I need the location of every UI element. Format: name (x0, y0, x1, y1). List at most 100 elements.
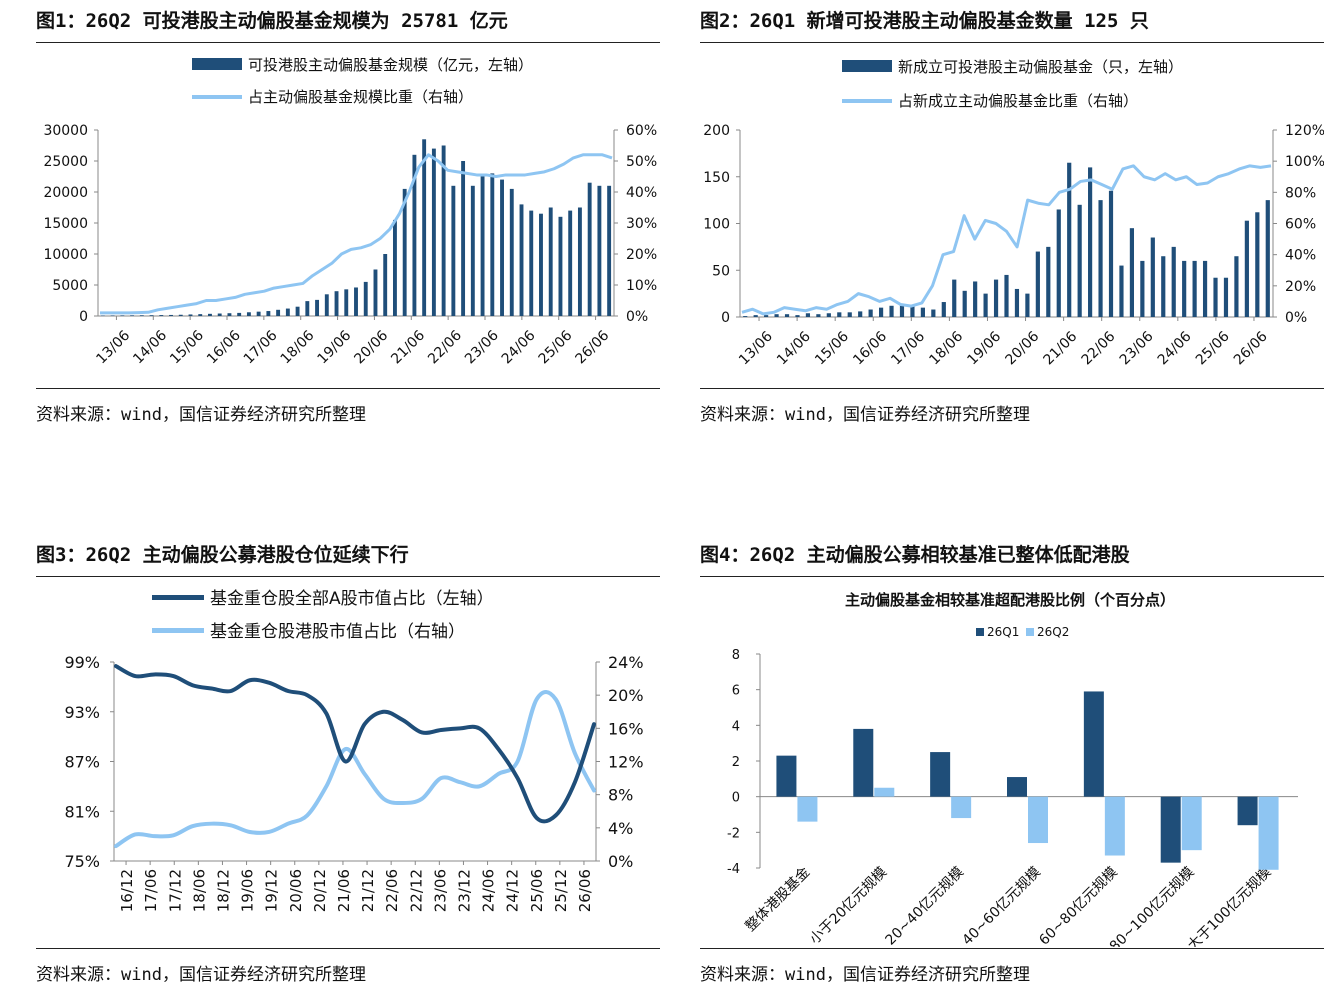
bar (1077, 204, 1082, 317)
bar (208, 313, 212, 316)
bar (597, 185, 602, 316)
bar (753, 315, 758, 317)
bar (1025, 293, 1030, 317)
bar (858, 311, 863, 317)
bar (392, 219, 397, 316)
legend-swatch-bar (192, 58, 242, 70)
x-tick-label: 17/06 (142, 869, 160, 912)
legend-label-bar: 可投港股主动偏股基金规模（亿元，左轴） (248, 56, 533, 74)
bar (509, 188, 514, 316)
y-left-tick-label: 100 (703, 217, 730, 233)
y-right-tick-label: 16% (608, 719, 644, 738)
legend-swatch-bar (842, 60, 892, 72)
y-left-tick-label: 15000 (43, 216, 88, 232)
y-left-tick-label: 0 (721, 310, 730, 326)
x-tick-label: 26/06 (1231, 328, 1271, 368)
bar (1161, 256, 1166, 317)
bar (130, 315, 135, 316)
figure-2-chart: 新成立可投港股主动偏股基金（只，左轴） 占新成立主动偏股基金比重（右轴） 0 50… (703, 58, 1324, 368)
bar-26q2 (1028, 796, 1048, 844)
x-tick-label: 18/06 (926, 328, 966, 368)
y-left-tick-label: 5000 (52, 278, 88, 294)
bar (1014, 288, 1020, 317)
bar (878, 307, 884, 317)
figure-3-top-rule (36, 576, 660, 577)
x-tick-label: 15/06 (812, 328, 852, 368)
bar (784, 314, 790, 317)
bar (539, 213, 543, 316)
x-tick-label: 17/06 (241, 327, 281, 367)
bar (344, 289, 349, 316)
bar (973, 281, 978, 317)
bar (1067, 162, 1072, 317)
legend-label-b: 基金重仓股港股市值占比（右轴） (210, 622, 465, 642)
y-right-tick-label: 100% (1285, 154, 1324, 170)
x-tick-label: 23/06 (431, 869, 449, 912)
category-label: 40~60亿元规模 (959, 864, 1043, 947)
bar (1129, 228, 1135, 317)
y-right-tick-label: 10% (626, 278, 657, 294)
y-right-tick-label: 120% (1285, 123, 1324, 139)
bar (305, 301, 310, 316)
legend-swatch-26q2 (1026, 628, 1034, 636)
line-series-a-share (114, 664, 596, 824)
x-tick-label: 24/06 (480, 869, 498, 912)
bar (899, 303, 905, 317)
bar (847, 312, 852, 317)
bar (1234, 256, 1239, 317)
x-tick-label: 19/12 (263, 869, 281, 912)
x-tick-label: 16/12 (118, 869, 136, 912)
y-left-tick-label: 87% (64, 753, 100, 772)
y-right-tick-label: 12% (608, 753, 644, 772)
y-right-tick-label: 20% (626, 247, 657, 263)
figure-1-source: 资料来源：wind，国信证券经济研究所整理 (36, 405, 366, 425)
bar (1098, 200, 1103, 317)
figure-2-source: 资料来源：wind，国信证券经济研究所整理 (700, 405, 1030, 425)
legend-swatch-a (152, 595, 204, 600)
bar (1202, 260, 1208, 317)
x-tick-label: 15/06 (167, 327, 207, 367)
x-tick-label: 17/12 (166, 869, 184, 912)
bar (295, 306, 300, 316)
bar (431, 148, 436, 316)
y-right-tick-label: 60% (626, 123, 657, 139)
figure-1-bottom-rule (36, 388, 660, 389)
y-right-tick-label: 50% (626, 154, 657, 170)
bar (910, 305, 915, 317)
figure-3-title: 图3：26Q2 主动偏股公募港股仓位延续下行 (36, 544, 409, 566)
figure-3-bottom-rule (36, 948, 660, 949)
bar (149, 315, 154, 316)
bar (1265, 200, 1270, 317)
line-series (100, 153, 613, 315)
y-right-tick-label: 0% (1285, 310, 1307, 326)
bar (159, 315, 164, 316)
bar-26q1 (1160, 796, 1181, 863)
y-left-tick-label: 20000 (43, 185, 88, 201)
x-tick-label: 16/06 (204, 327, 244, 367)
bar (1056, 209, 1061, 317)
bar (198, 314, 203, 316)
legend-swatch-line (192, 95, 242, 99)
bar (1004, 274, 1009, 317)
legend-swatch-26q1 (976, 628, 984, 636)
bar (1244, 220, 1249, 317)
y-tick-label: -4 (727, 862, 740, 877)
legend-label-a: 基金重仓股全部A股市值占比（左轴） (210, 589, 494, 609)
x-tick-label: 18/06 (190, 869, 208, 912)
bar (1182, 260, 1187, 317)
y-right-tick-label: 40% (1285, 248, 1316, 264)
category-label: 60~80亿元规模 (1036, 864, 1120, 947)
bar-26q1 (1007, 777, 1027, 797)
figure-1-chart: 可投港股主动偏股基金规模（亿元，左轴） 占主动偏股基金规模比重（右轴） 0 500… (43, 56, 657, 367)
y-tick-label: -2 (727, 826, 740, 841)
x-tick-label: 20/06 (351, 327, 391, 367)
y-left-tick-label: 10000 (43, 247, 88, 263)
bar (1035, 251, 1040, 317)
bar (120, 315, 125, 316)
y-left-tick-label: 150 (703, 170, 730, 186)
bar (256, 311, 261, 316)
chart-title: 主动偏股基金相较基准超配港股比例（个百分点） (845, 591, 1175, 609)
bar (441, 145, 446, 316)
figure-4-top-rule (700, 576, 1324, 577)
y-left-tick-label: 93% (64, 703, 100, 722)
